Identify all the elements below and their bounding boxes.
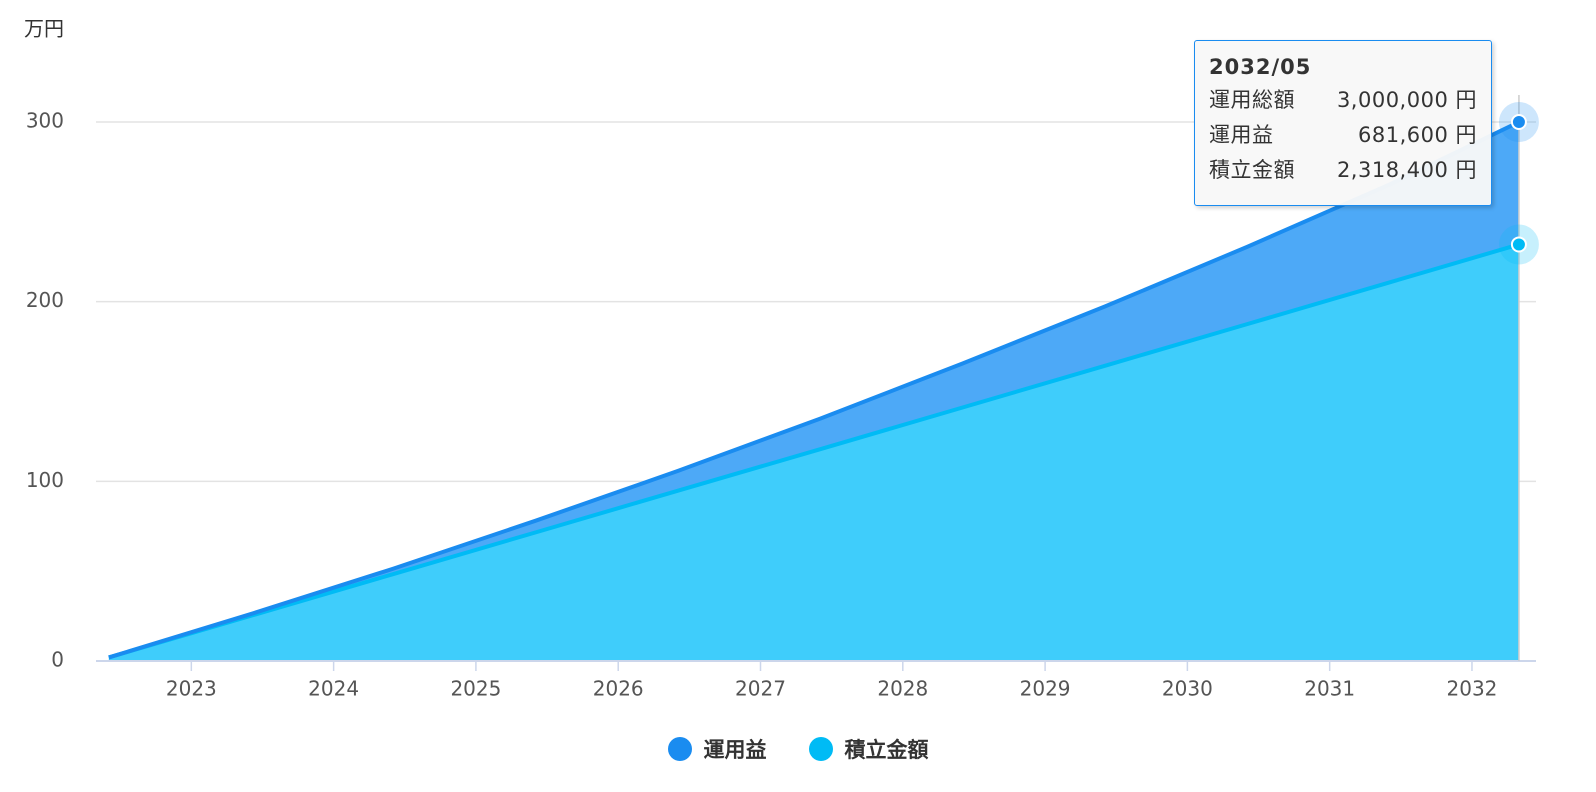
x-tick-label: 2032 (1447, 677, 1498, 701)
legend-item: 積立金額 (808, 734, 929, 764)
x-tick-label: 2029 (1020, 677, 1071, 701)
x-tick-label: 2030 (1162, 677, 1213, 701)
x-tick-label: 2025 (450, 677, 501, 701)
line (108, 120, 1520, 660)
line (108, 242, 1520, 660)
tooltip-row: 運用益 681,600 円 (1209, 118, 1477, 153)
x-tick-label: 2031 (1304, 677, 1355, 701)
x-tick-label: 2027 (735, 677, 786, 701)
y-axis-unit: 万円 (24, 17, 64, 41)
y-tick-label: 0 (51, 648, 64, 672)
x-tick-label: 2024 (308, 677, 359, 701)
tooltip-value: 681,600 円 (1357, 123, 1477, 147)
x-tick-label: 2023 (166, 677, 217, 701)
legend-swatch (667, 737, 692, 761)
tooltip-value: 3,000,000 円 (1336, 88, 1477, 112)
legend-item: 運用益 (667, 734, 767, 764)
tooltip: 2032/05 運用総額 3,000,000 円運用益 681,600 円積立金額 2… (1194, 40, 1492, 206)
tooltip-label: 積立金額 (1209, 158, 1295, 182)
tooltip-row: 運用総額 3,000,000 円 (1209, 83, 1477, 118)
tooltip-row: 積立金額 2,318,400 円 (1209, 153, 1477, 188)
tooltip-label: 運用益 (1209, 123, 1274, 147)
tooltip-value: 2,318,400 円 (1336, 158, 1477, 182)
marker (1510, 114, 1527, 130)
y-tick-label: 200 (26, 288, 64, 312)
x-tick-label: 2026 (593, 677, 644, 701)
marker (1510, 236, 1527, 253)
legend-label: 積立金額 (844, 738, 929, 762)
y-tick-label: 300 (26, 109, 64, 133)
legend: 運用益 積立金額 (0, 734, 1596, 764)
y-tick-label: 100 (26, 468, 64, 492)
tooltip-label: 運用総額 (1209, 88, 1295, 112)
legend-swatch (808, 737, 833, 761)
legend-label: 運用益 (703, 738, 767, 762)
tooltip-title: 2032/05 (1209, 55, 1312, 79)
x-tick-label: 2028 (877, 677, 928, 701)
